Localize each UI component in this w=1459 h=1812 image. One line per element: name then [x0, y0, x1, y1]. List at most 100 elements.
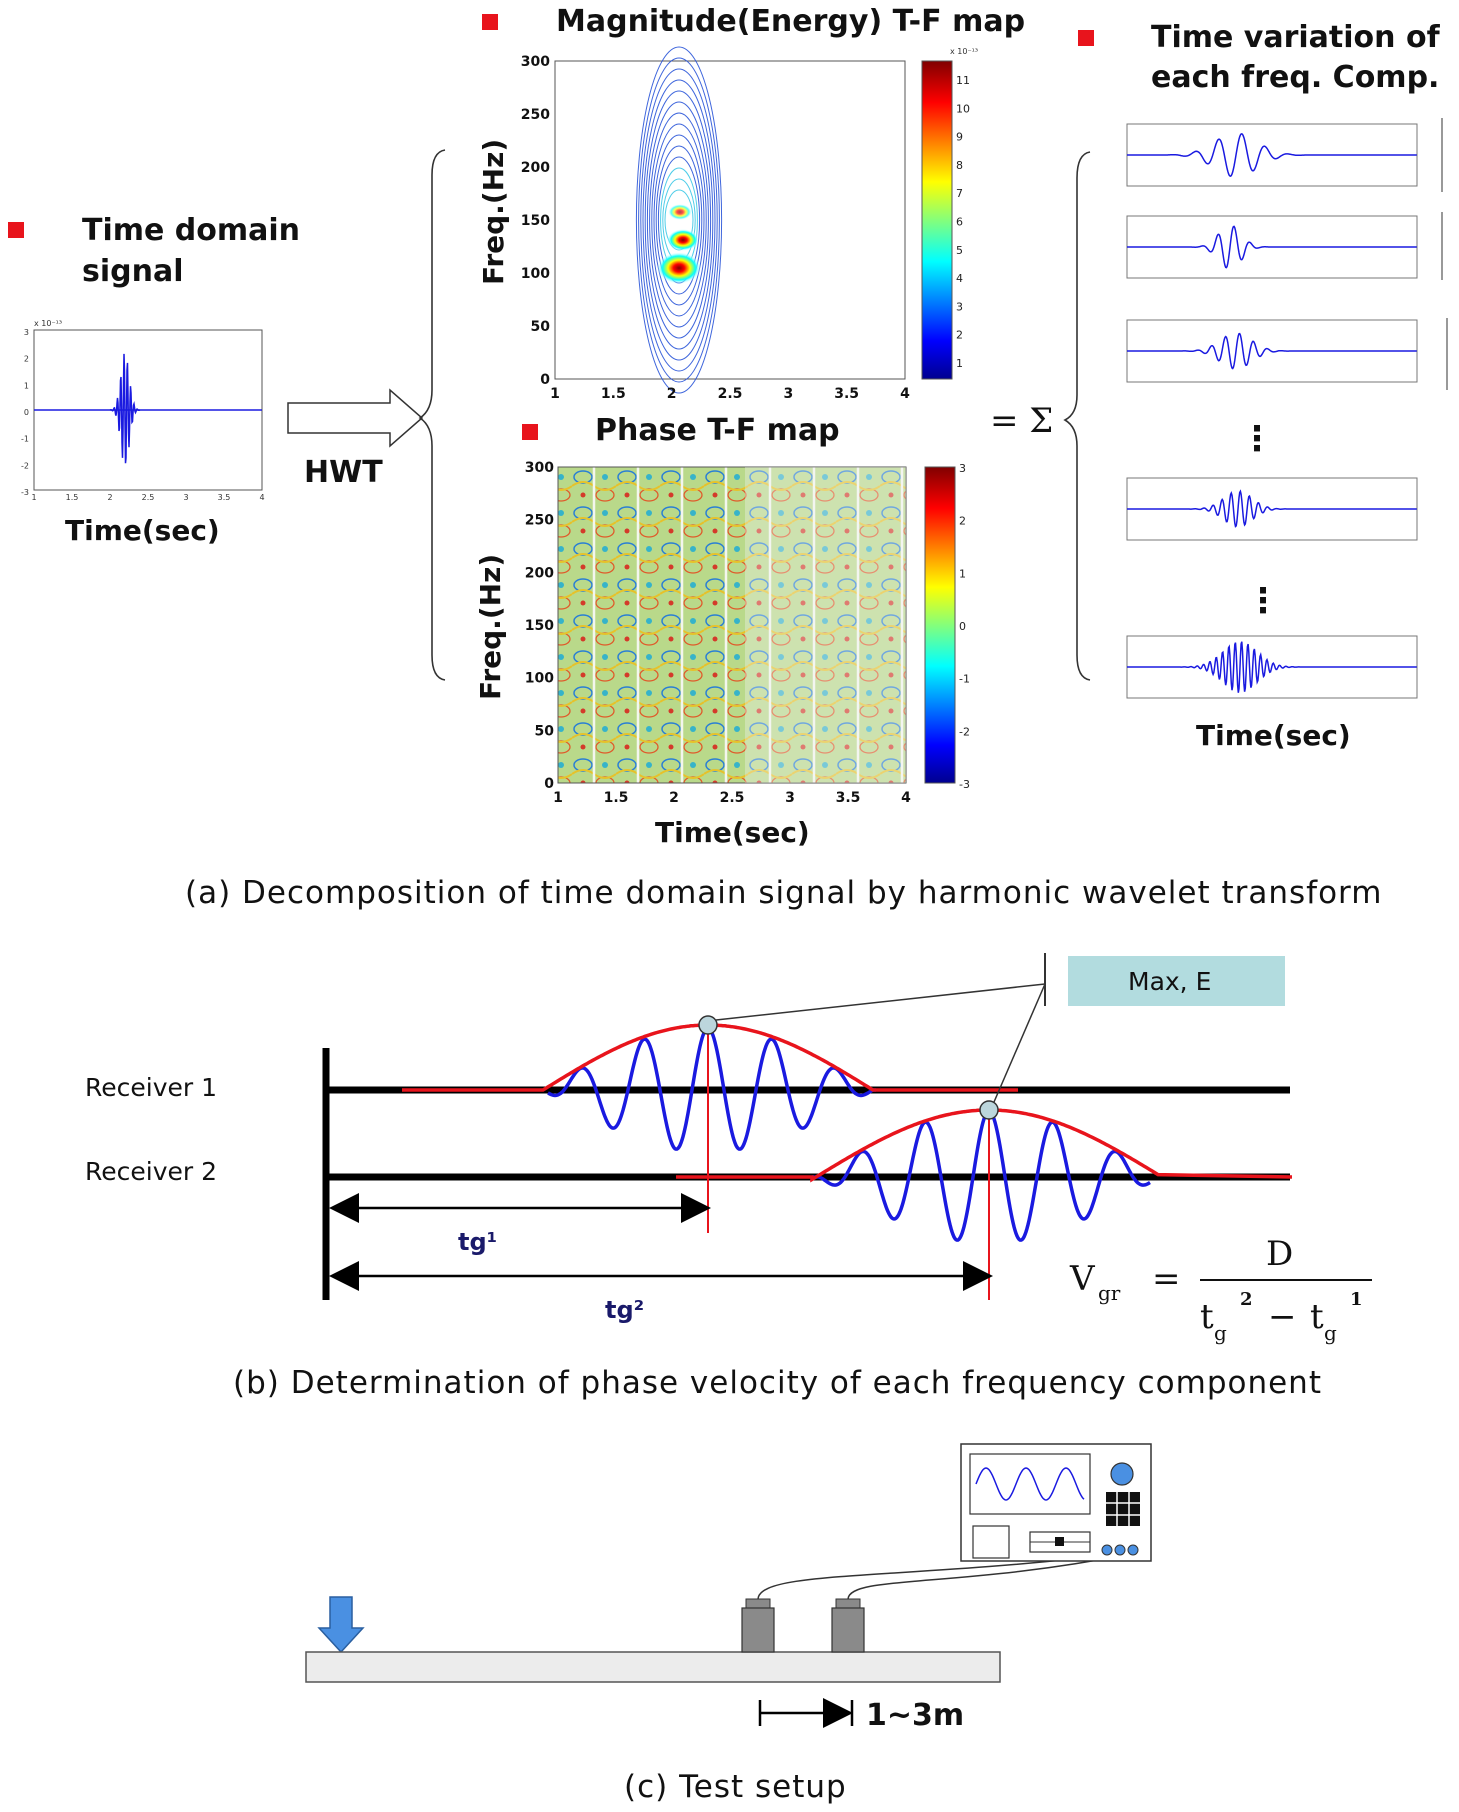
- y-tick-label: 300: [525, 460, 554, 476]
- x-tick-label: 4: [901, 790, 911, 806]
- formula-g2: g: [1214, 1321, 1227, 1345]
- formula-t2: t: [1200, 1297, 1214, 1337]
- bullet-marker: [1078, 30, 1094, 46]
- sensor-cable: [847, 1553, 1131, 1600]
- colorbar-tick-label: -1: [959, 673, 970, 686]
- bullet-marker: [8, 222, 24, 238]
- hwt-label: HWT: [304, 455, 383, 490]
- oscilloscope-icon: [960, 1443, 1152, 1562]
- components-xlabel: Time(sec): [1196, 719, 1351, 752]
- signal-burst: [109, 353, 141, 464]
- y-tick-label: 200: [525, 565, 554, 581]
- impact-arrow-icon: [317, 1596, 365, 1654]
- x-tick-label: 2: [667, 386, 677, 402]
- y-tick-label: 200: [521, 160, 550, 176]
- test-slab: [305, 1651, 1001, 1683]
- contour-line: [642, 79, 716, 361]
- x-tick-label: 4: [900, 386, 910, 402]
- x-tick-label: 2.5: [142, 493, 155, 502]
- x-ticks: 1 1.5 2 2.5 3 3.5 4: [550, 386, 910, 402]
- y-tick-label: 100: [521, 266, 550, 282]
- x-tick-label: 1: [31, 493, 36, 502]
- peak-1-dot: [698, 1015, 718, 1035]
- formula-equals: =: [1152, 1259, 1181, 1299]
- colorbar-tick-label: 10: [956, 102, 970, 115]
- colorbar-tick-label: 0: [959, 620, 966, 633]
- part-c: 1~3m (c) Test setup: [305, 1443, 1152, 1805]
- time-signal-heading-2: signal: [82, 254, 184, 289]
- colorbar-tick-label: 5: [956, 244, 963, 257]
- magnitude-axes: [554, 60, 906, 380]
- x-ticks: 1 1.5 2 2.5 3 3.5 4: [31, 493, 264, 502]
- energy-peak: [667, 229, 699, 251]
- colorbar: [921, 60, 953, 380]
- x-ticks: 1 1.5 2 2.5 3 3.5 4: [553, 790, 911, 806]
- callout-text: Max, E: [1128, 967, 1211, 996]
- energy-contours: [635, 46, 723, 394]
- phase-map: Phase T-F map 300 250 200 150 100 50 0 1 1.5 2 2.…: [474, 413, 970, 849]
- formula-numerator: D: [1266, 1234, 1293, 1274]
- time-signal-heading-1: Time domain: [82, 213, 300, 248]
- x-tick-label: 1.5: [604, 790, 629, 806]
- y-tick-label: 2: [24, 355, 29, 364]
- right-brace: [1063, 151, 1091, 681]
- caption-b: (b) Determination of phase velocity of e…: [233, 1365, 1322, 1401]
- y-tick-label: -2: [21, 461, 29, 470]
- magnitude-ylabel: Freq.(Hz): [477, 139, 510, 285]
- phase-axes: [557, 466, 907, 784]
- caption-a: (a) Decomposition of time domain signal …: [185, 875, 1382, 911]
- colorbar-tick-label: 3: [956, 300, 963, 313]
- x-tick-label: 3.5: [834, 386, 859, 402]
- spacing-label: 1~3m: [866, 1698, 964, 1733]
- contour-line: [640, 68, 718, 372]
- component-wave: [1127, 641, 1417, 693]
- x-tick-label: 4: [259, 493, 264, 502]
- formula-g1: g: [1324, 1321, 1337, 1345]
- phase-xlabel: Time(sec): [655, 816, 810, 849]
- contour-line: [646, 101, 712, 339]
- colorbar-tick-label: -3: [959, 778, 970, 791]
- x-tick-label: 2.5: [718, 386, 743, 402]
- component-wave: [1127, 132, 1417, 178]
- contour-line: [649, 112, 709, 328]
- hwt-arrow: HWT: [287, 388, 424, 490]
- bullet-marker: [522, 424, 538, 440]
- x-tick-label: 3: [183, 493, 188, 502]
- callout-line: [715, 983, 1046, 1021]
- vertical-ellipsis-icon: ⋮: [1246, 581, 1280, 621]
- component-wave: [1127, 225, 1417, 269]
- right-arrow-icon: [287, 388, 424, 448]
- x-tick-label: 3.5: [218, 493, 231, 502]
- sensor-cable: [757, 1553, 1119, 1600]
- y-ticks: 300 250 200 150 100 50 0: [521, 54, 550, 388]
- y-ticks: 300 250 200 150 100 50 0: [525, 460, 554, 792]
- components-panel: Time variation of each freq. Comp. ⋮ ⋮ T…: [1078, 20, 1448, 752]
- vertical-ellipsis-icon: ⋮: [1240, 419, 1274, 459]
- contour-line: [655, 145, 703, 295]
- y-ticks: 3 2 1 0 -1 -2 -3: [21, 328, 29, 497]
- colorbar: [924, 466, 956, 784]
- component-wave: [1127, 489, 1417, 528]
- y-tick-label: 50: [531, 319, 551, 335]
- colorbar-tick-label: 11: [956, 74, 970, 87]
- energy-peak: [657, 252, 701, 284]
- colorbar-tick-label: 7: [956, 187, 963, 200]
- phase-heading: Phase T-F map: [595, 413, 840, 448]
- colorbar-tick-label: 3: [959, 462, 966, 475]
- x-tick-label: 1.5: [66, 493, 79, 502]
- components-heading-1: Time variation of: [1151, 20, 1441, 55]
- magnitude-heading: Magnitude(Energy) T-F map: [556, 4, 1025, 39]
- y-tick-label: 0: [540, 372, 550, 388]
- contour-line: [638, 57, 720, 383]
- time-signal-xlabel: Time(sec): [65, 514, 220, 547]
- y-tick-label: 250: [525, 513, 554, 529]
- formula-subscript: gr: [1098, 1281, 1121, 1305]
- y-tick-label: 0: [544, 776, 554, 792]
- component-wave: [1127, 332, 1417, 370]
- colorbar-tick-label: 8: [956, 159, 963, 172]
- callout-line: [993, 983, 1046, 1103]
- left-brace: [418, 149, 446, 681]
- y-tick-label: 1: [24, 381, 29, 390]
